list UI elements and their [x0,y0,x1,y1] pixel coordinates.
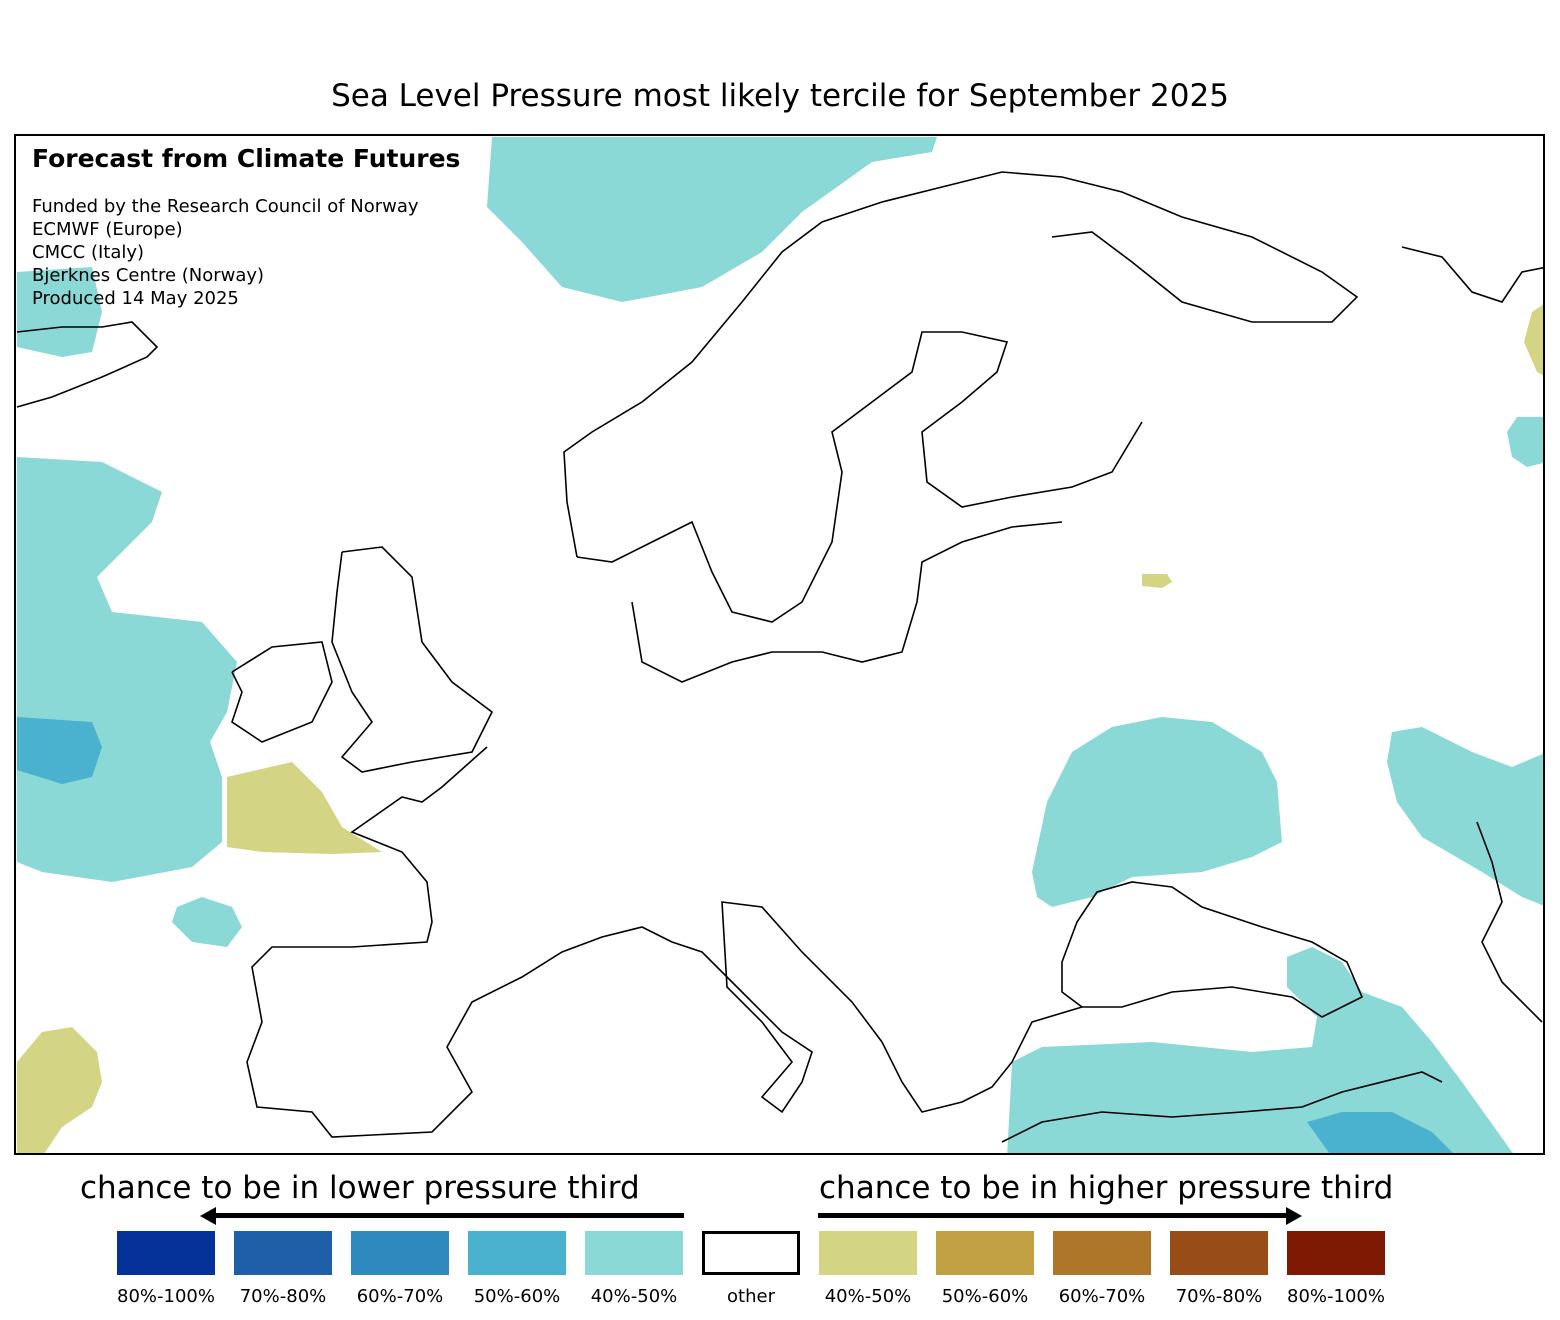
map-canvas [16,137,1543,1153]
coast-italy [671,901,883,1114]
legend-label: 60%-70% [356,1286,444,1307]
region-north-atlantic-lower [487,137,937,302]
coastlines [16,171,1543,1143]
region-ural-lower [1507,417,1543,467]
info-line: CMCC (Italy) [32,242,145,263]
legend-swatch [351,1231,449,1275]
legend-swatch [468,1231,566,1275]
info-line: ECMWF (Europe) [32,219,183,240]
legend-swatch [936,1231,1034,1275]
coast-balkans-greece [881,1006,1083,1113]
region-biscay-small-lower [172,897,242,947]
coast-ireland [231,641,333,743]
arrow-left-icon [212,1213,684,1218]
legend-higher-caption: chance to be in higher pressure third [819,1170,1394,1206]
lower-50-60-regions [17,717,1453,1153]
region-azores-higher [17,1027,102,1153]
legend-label: 70%-80% [1175,1286,1263,1307]
legend-swatch [585,1231,683,1275]
legend-label: 40%-50% [824,1286,912,1307]
higher-40-50-regions [17,304,1543,1153]
region-west-atlantic-lower [17,457,237,882]
legend-label: 50%-60% [473,1286,561,1307]
info-line: Produced 14 May 2025 [32,288,239,309]
legend-label: 40%-50% [590,1286,678,1307]
info-line: Funded by the Research Council of Norway [32,196,419,217]
legend-label: other [727,1286,775,1307]
region-biscay-higher [227,762,382,854]
coast-france-iberia [246,746,673,1138]
legend-label: 60%-70% [1058,1286,1146,1307]
info-box: Forecast from Climate Futures Funded by … [32,144,460,310]
region-greenland-lower [17,267,102,357]
coast-caspian [1476,821,1543,1023]
arrow-right-icon [818,1213,1288,1218]
coast-baltic-south [631,521,1063,683]
legend-swatch [1053,1231,1151,1275]
coast-greenland [16,321,159,408]
legend-label: 80%-100% [1287,1286,1385,1307]
legend-swatch [117,1231,215,1275]
region-east-lower [1387,727,1543,906]
region-russia-small-higher [1142,574,1172,588]
legend-swatch [1170,1231,1268,1275]
region-turkey-lower [1007,947,1513,1153]
legend-label: 70%-80% [239,1286,327,1307]
legend-label: 50%-60% [941,1286,1029,1307]
region-northeast-higher [1524,304,1543,375]
legend-swatch [702,1231,800,1275]
coast-britain [331,546,494,773]
info-heading: Forecast from Climate Futures [32,144,461,173]
region-atlantic-50-60 [17,717,102,784]
coast-scandinavia [563,171,1359,558]
map-title: Sea Level Pressure most likely tercile f… [331,78,1229,114]
arrowhead-right-icon [1286,1207,1302,1225]
coast-turkey-south [1001,1071,1443,1143]
coast-arctic-east [1401,246,1543,303]
map-panel: Forecast from Climate Futures Funded by … [14,134,1545,1155]
coast-sweden-baltic [576,331,1143,623]
coast-black-sea [1061,881,1364,1018]
legend-swatch [234,1231,332,1275]
info-line: Bjerknes Centre (Norway) [32,265,265,286]
region-middle-east-50-60 [1307,1112,1453,1153]
legend-lower-caption: chance to be in lower pressure third [80,1170,640,1206]
arrowhead-left-icon [200,1207,216,1225]
region-ukraine-lower [1032,717,1282,907]
legend-label: 80%-100% [117,1286,215,1307]
legend-swatch [819,1231,917,1275]
legend-swatch [1287,1231,1385,1275]
